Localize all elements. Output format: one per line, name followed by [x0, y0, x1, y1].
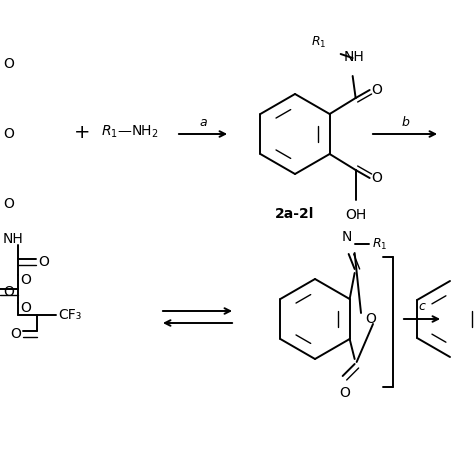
- Text: $R_1$: $R_1$: [372, 237, 387, 252]
- Text: +: +: [74, 122, 90, 142]
- Text: O: O: [372, 171, 383, 185]
- Text: NH: NH: [3, 232, 24, 246]
- Text: O: O: [10, 327, 21, 341]
- Text: O: O: [38, 255, 49, 269]
- Text: b: b: [401, 116, 409, 128]
- Text: CF₃: CF₃: [58, 308, 82, 322]
- Text: O: O: [339, 386, 350, 400]
- Text: $R_1$: $R_1$: [311, 35, 327, 50]
- Text: $R_1$—NH$_2$: $R_1$—NH$_2$: [101, 124, 159, 140]
- Text: O: O: [3, 285, 14, 299]
- Text: O: O: [372, 83, 383, 97]
- Text: OH: OH: [345, 208, 366, 222]
- Text: O: O: [20, 273, 31, 287]
- Text: O: O: [3, 57, 14, 71]
- Text: c: c: [419, 301, 426, 313]
- Text: 2a-2l: 2a-2l: [275, 207, 315, 221]
- Text: O: O: [365, 312, 376, 326]
- Text: a: a: [199, 116, 207, 128]
- Text: O: O: [20, 301, 31, 315]
- Text: O: O: [3, 197, 14, 211]
- Text: NH: NH: [343, 50, 364, 64]
- Text: O: O: [3, 127, 14, 141]
- Text: N: N: [341, 230, 352, 244]
